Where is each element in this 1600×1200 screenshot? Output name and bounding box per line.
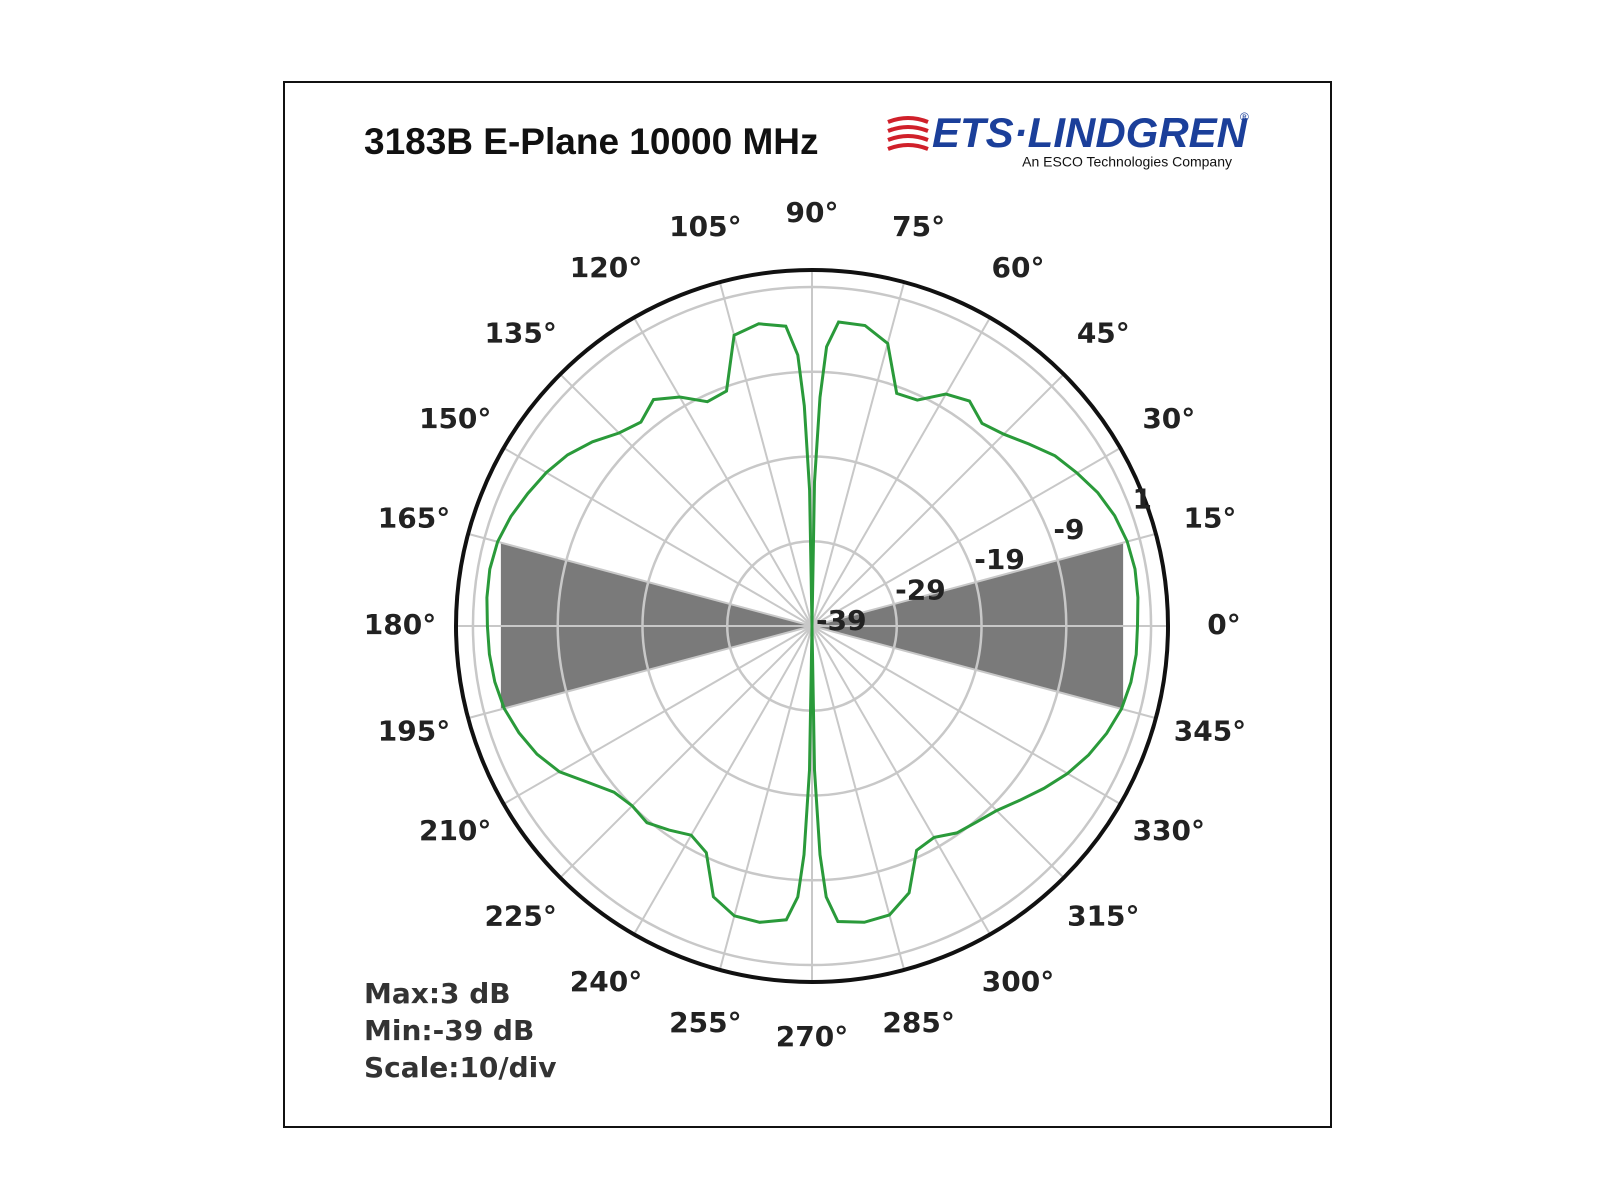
angle-label: 225° <box>484 899 556 932</box>
angle-label: 345° <box>1174 715 1246 748</box>
spoke <box>467 625 813 720</box>
angle-label: 270° <box>776 1020 848 1053</box>
frame <box>283 81 1332 1128</box>
angle-label: 210° <box>419 814 491 847</box>
angle-label: 120° <box>570 251 642 284</box>
angle-label: 15° <box>1183 501 1236 534</box>
r-tick-label: 1 <box>1133 482 1152 515</box>
spoke <box>811 317 991 627</box>
angle-label: 150° <box>419 402 491 435</box>
pattern-line <box>485 320 1140 924</box>
angle-label: 255° <box>669 1006 741 1039</box>
spoke <box>559 373 813 627</box>
logo-text: ETS·LINDGREN <box>932 109 1249 156</box>
annotation: Scale:10/div <box>364 1051 557 1084</box>
spoke <box>559 625 813 879</box>
spoke <box>503 447 813 627</box>
polar-plot: 0° 15° 30° 45° 60° 75° 90° 105° 120° 135° 150° 165°… <box>364 196 1246 1053</box>
angle-label: 45° <box>1077 317 1130 350</box>
r-tick-label: -39 <box>816 604 867 637</box>
spoke <box>718 625 813 971</box>
angle-label: 0° <box>1207 608 1240 641</box>
angle-label: 195° <box>378 715 450 748</box>
r-tick-label: -9 <box>1053 513 1084 546</box>
logo-icon <box>887 116 929 151</box>
ring <box>641 455 983 797</box>
outer-ring <box>454 268 1170 984</box>
angle-label: 285° <box>882 1006 954 1039</box>
annotation: Min:-39 dB <box>364 1014 534 1047</box>
angle-label: 240° <box>570 965 642 998</box>
angle-label: 300° <box>982 965 1054 998</box>
spoke <box>718 281 813 627</box>
ring <box>471 285 1153 967</box>
spoke <box>811 281 906 627</box>
angle-label: 330° <box>1133 814 1205 847</box>
ring <box>556 370 1068 882</box>
spoke <box>811 625 1157 720</box>
spoke <box>633 625 813 935</box>
angle-label: 165° <box>378 501 450 534</box>
angle-label: 75° <box>892 210 945 243</box>
annotation: Max:3 dB <box>364 977 511 1010</box>
spoke <box>811 625 1121 805</box>
r-tick-label: -29 <box>895 574 946 607</box>
spoke <box>811 625 906 971</box>
spoke <box>503 625 813 805</box>
r-tick-label: -19 <box>974 543 1025 576</box>
angle-label: 105° <box>669 210 741 243</box>
angle-label: 30° <box>1142 402 1195 435</box>
logo-tagline: An ESCO Technologies Company <box>1022 154 1232 170</box>
spoke <box>811 625 991 935</box>
angle-label: 90° <box>786 196 839 229</box>
spoke <box>633 317 813 627</box>
spoke <box>467 532 813 627</box>
spoke <box>811 625 1065 879</box>
angle-label: 315° <box>1067 899 1139 932</box>
spoke <box>811 447 1121 627</box>
logo-registered: ® <box>1240 110 1249 124</box>
angle-label: 180° <box>364 608 436 641</box>
spoke <box>811 532 1157 627</box>
angle-label: 135° <box>484 317 556 350</box>
spoke <box>811 373 1065 627</box>
chart-title: 3183B E-Plane 10000 MHz <box>364 121 819 162</box>
angle-label: 60° <box>992 251 1045 284</box>
